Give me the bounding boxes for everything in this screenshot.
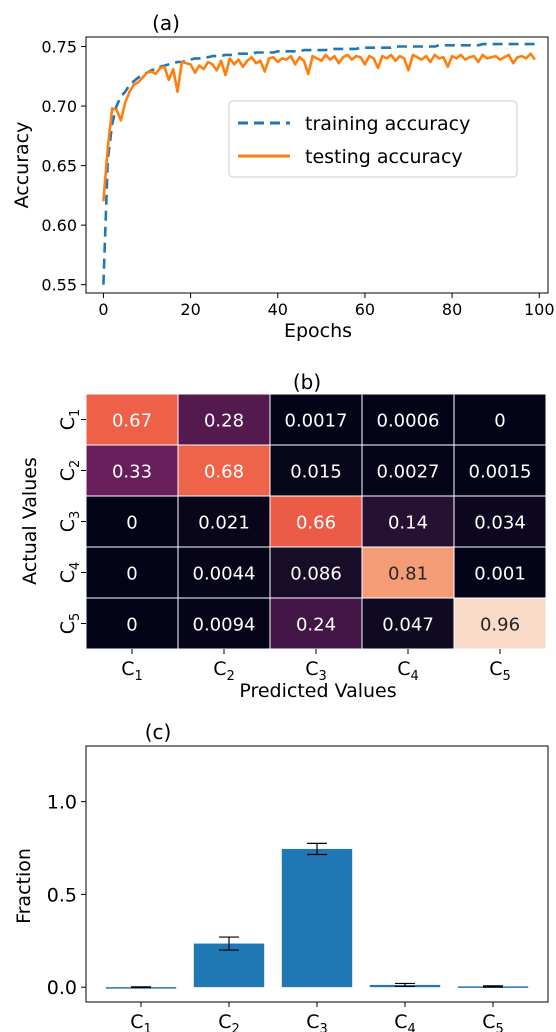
series-line-testing-accuracy <box>102 52 536 202</box>
heatmap-cell-value: 0 <box>126 615 137 636</box>
panel-c-y-tick-label: 0.5 <box>47 884 77 906</box>
panel-a-legend: training accuracy testing accuracy <box>228 100 518 178</box>
panel-b-x-tick-label: C5 <box>489 658 511 684</box>
heatmap-cell <box>361 495 455 548</box>
panel-a-x-tick-label: 100 <box>524 300 555 319</box>
heatmap-cell <box>453 393 547 446</box>
panel-b-x-tick-label: C2 <box>213 658 235 684</box>
heatmap-cell-value: 0.0006 <box>377 411 440 432</box>
heatmap-cell-value: 0.66 <box>296 513 336 534</box>
heatmap-cell-value: 0.0044 <box>193 564 256 585</box>
heatmap-cell-value: 0.034 <box>474 513 526 534</box>
panel-b-y-tick-label: C4 <box>57 562 83 584</box>
heatmap-cell-value: 0.001 <box>474 564 526 585</box>
legend-label-testing: testing accuracy <box>305 146 463 168</box>
heatmap-cell <box>361 597 455 650</box>
panel-b-y-tick-label: C2 <box>57 460 83 482</box>
bar-c3 <box>281 848 353 988</box>
heatmap-cell-value: 0.047 <box>382 615 434 636</box>
panel-c-x-tick-label: C4 <box>394 1011 416 1032</box>
heatmap-cell <box>453 546 547 599</box>
heatmap-cell-value: 0.81 <box>388 564 428 585</box>
heatmap-cell-value: 0.14 <box>388 513 428 534</box>
panel-b-y-tick-label: C1 <box>57 409 83 431</box>
panel-b-y-tick-label: C3 <box>57 511 83 533</box>
heatmap-cell-value: 0.015 <box>290 462 342 483</box>
panel-b-x-tick-label: C4 <box>397 658 419 684</box>
heatmap-cell <box>269 444 363 497</box>
panel-b-title: (b) <box>293 370 321 394</box>
heatmap-cell-value: 0 <box>126 513 137 534</box>
panel-c-x-tick-label: C2 <box>218 1011 240 1032</box>
panel-a-y-axis-label: Accuracy <box>11 122 33 209</box>
heatmap-cell <box>269 597 363 650</box>
heatmap-cell-value: 0.0094 <box>193 615 256 636</box>
panel-a-x-tick-label: 20 <box>180 300 200 319</box>
panel-b-y-axis-label: Actual Values <box>19 457 41 585</box>
heatmap-cell <box>361 444 455 497</box>
heatmap-cell-value: 0.96 <box>480 615 520 636</box>
heatmap-cell-value: 0.67 <box>112 411 152 432</box>
panel-c-y-tick-label: 1.0 <box>47 792 77 814</box>
heatmap-cell <box>269 546 363 599</box>
panel-b-x-axis-label: Predicted Values <box>239 680 396 702</box>
heatmap-cell-value: 0.33 <box>112 462 152 483</box>
panel-c-bar-chart: (c) C1 C2 C3 C4 C5 0.0 0.5 1.0 Fraction <box>13 720 549 1032</box>
panel-c-x-tick-label: C5 <box>482 1011 504 1032</box>
heatmap-cell-value: 0 <box>126 564 137 585</box>
panel-b-y-tick-label: C5 <box>57 613 83 635</box>
panel-c-x-tick-label: C1 <box>130 1011 152 1032</box>
panel-a-title: (a) <box>152 11 180 35</box>
panel-c-y-tick-label: 0.0 <box>47 977 77 999</box>
heatmap-cell <box>85 597 179 650</box>
legend-label-training: training accuracy <box>305 113 470 135</box>
heatmap-cell <box>85 495 179 548</box>
heatmap-cell <box>361 393 455 446</box>
panel-a-x-tick-label: 80 <box>442 300 462 319</box>
panel-a-x-tick-label: 0 <box>98 300 108 319</box>
bar-c2 <box>193 943 265 988</box>
heatmap-cell <box>453 444 547 497</box>
panel-c-y-axis-label: Fraction <box>13 848 35 924</box>
panel-a-y-tick-label: 0.75 <box>41 38 77 57</box>
panel-a-x-axis-label: Epochs <box>284 320 352 342</box>
panel-a-x-tick-label: 60 <box>355 300 375 319</box>
panel-a-x-tick-label: 40 <box>268 300 288 319</box>
panel-a-axes-frame <box>85 36 549 294</box>
heatmap-cell-value: 0.0017 <box>285 411 348 432</box>
panel-c-title: (c) <box>145 720 172 744</box>
heatmap-cell-value: 0.0015 <box>469 462 532 483</box>
heatmap-cell-value: 0.28 <box>204 411 244 432</box>
heatmap-cell-value: 0.086 <box>290 564 342 585</box>
heatmap-cell-value: 0.24 <box>296 615 336 636</box>
heatmap-cell-value: 0.68 <box>204 462 244 483</box>
panel-b-heatmap: (b) 0.67 0.28 0.0017 0.0006 0 0.33 0.68 0.015 0.… <box>19 370 547 702</box>
panel-a-line-chart: (a) 0 20 40 60 80 100 0.55 0.60 0.65 0.70 0.75 Ep… <box>11 11 555 342</box>
heatmap-cell <box>269 393 363 446</box>
heatmap-cell-value: 0.021 <box>198 513 250 534</box>
heatmap-cell <box>177 444 271 497</box>
heatmap-cell <box>177 393 271 446</box>
panel-a-y-tick-label: 0.55 <box>41 276 77 295</box>
heatmap-cell-value: 0.0027 <box>377 462 440 483</box>
series-line-training-accuracy <box>102 42 535 285</box>
panel-a-y-tick-label: 0.65 <box>41 157 77 176</box>
legend-box <box>228 100 518 178</box>
panel-a-y-tick-label: 0.70 <box>41 97 77 116</box>
heatmap-cell <box>453 495 547 548</box>
heatmap-cell-value: 0 <box>494 411 505 432</box>
panel-c-x-tick-label: C3 <box>306 1011 328 1032</box>
panel-a-y-tick-label: 0.60 <box>41 216 77 235</box>
panel-b-x-tick-label: C1 <box>121 658 143 684</box>
heatmap-cell <box>453 597 547 650</box>
panel-b-x-tick-label: C3 <box>305 658 327 684</box>
heatmap-cell <box>85 393 179 446</box>
